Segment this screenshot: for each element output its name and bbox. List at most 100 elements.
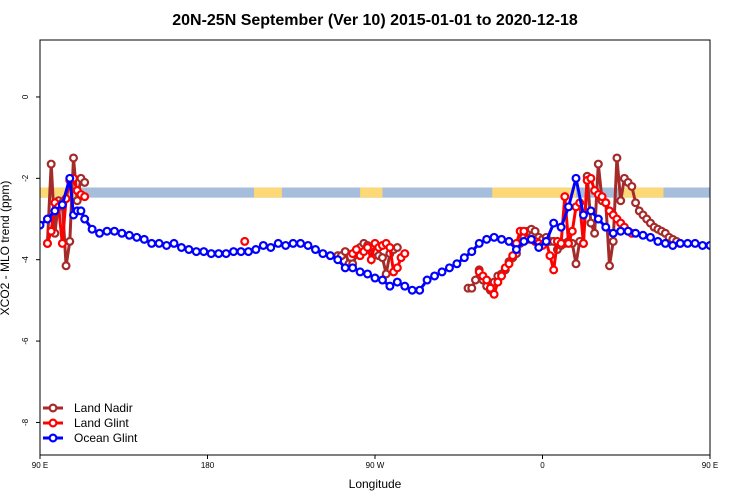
data-point: [325, 251, 335, 261]
data-point: [534, 243, 544, 253]
y-tick-label: 0: [21, 94, 30, 99]
legend-marker: [48, 418, 58, 428]
data-point: [545, 251, 555, 261]
data-point: [355, 267, 365, 277]
data-point: [508, 251, 518, 261]
data-point: [519, 226, 529, 236]
data-point: [243, 247, 253, 257]
data-point: [251, 245, 261, 255]
y-axis-label: XCO2 - MLO trend (ppm): [0, 181, 12, 316]
data-point: [65, 236, 75, 246]
data-point: [653, 236, 663, 246]
legend-item: Land Nadir: [43, 401, 133, 415]
data-point: [623, 226, 633, 236]
data-point: [400, 249, 410, 259]
data-point: [72, 196, 82, 206]
data-point: [109, 226, 119, 236]
data-point: [489, 289, 499, 299]
data-point: [444, 263, 454, 273]
map-band: [40, 187, 710, 198]
data-point: [169, 238, 179, 248]
data-point: [240, 236, 250, 246]
data-point: [459, 253, 469, 263]
data-point: [46, 159, 56, 169]
data-point: [422, 275, 432, 285]
data-point: [281, 240, 291, 250]
data-point: [296, 238, 306, 248]
data-point: [348, 263, 358, 273]
data-point: [564, 202, 574, 212]
data-point: [578, 238, 588, 248]
data-point: [154, 238, 164, 248]
x-tick-label: 90 W: [366, 461, 385, 470]
data-point: [288, 238, 298, 248]
data-point: [597, 192, 607, 202]
data-point: [482, 275, 492, 285]
x-axis: 90 E 180 90 W 0 90 E: [32, 455, 718, 470]
data-point: [236, 247, 246, 257]
data-point: [351, 245, 361, 255]
legend-item: Land Glint: [43, 416, 129, 430]
data-point: [668, 240, 678, 250]
x-tick-label: 180: [201, 461, 215, 470]
data-point: [467, 247, 477, 257]
data-point: [675, 238, 685, 248]
data-point: [608, 236, 618, 246]
land-strip: [40, 187, 81, 198]
data-point: [400, 281, 410, 291]
data-point: [571, 173, 581, 183]
data-point: [87, 224, 97, 234]
data-point: [493, 277, 503, 287]
data-point: [258, 240, 268, 250]
data-point: [80, 177, 90, 187]
data-point: [482, 234, 492, 244]
data-point: [489, 232, 499, 242]
data-point: [590, 228, 600, 238]
data-point: [638, 230, 648, 240]
data-point: [139, 234, 149, 244]
land-strip: [622, 187, 664, 198]
data-point: [593, 159, 603, 169]
data-point: [627, 181, 637, 191]
data-point: [363, 269, 373, 279]
data-point: [392, 277, 402, 287]
data-point: [117, 228, 127, 238]
data-point: [363, 243, 373, 253]
data-point: [690, 238, 700, 248]
data-point: [80, 192, 90, 202]
data-point: [68, 153, 78, 163]
x-tick-label: 90 E: [702, 461, 718, 470]
data-point: [273, 238, 283, 248]
data-point: [377, 253, 387, 263]
data-point: [616, 226, 626, 236]
data-point: [467, 283, 477, 293]
data-point: [564, 238, 574, 248]
data-point: [40, 220, 45, 230]
data-point: [132, 232, 142, 242]
data-point: [42, 214, 52, 224]
data-point: [612, 153, 622, 163]
land-strip: [360, 187, 383, 198]
data-point: [385, 281, 395, 291]
land-strip: [492, 187, 576, 198]
data-point: [567, 226, 577, 236]
data-point: [452, 259, 462, 269]
legend-label: Land Nadir: [74, 401, 133, 415]
data-point: [586, 173, 596, 183]
land-strip: [254, 187, 282, 198]
data-point: [616, 196, 626, 206]
data-point: [556, 222, 566, 232]
data-point: [471, 275, 481, 285]
data-point: [474, 238, 484, 248]
data-point: [381, 269, 391, 279]
data-point: [184, 245, 194, 255]
data-point: [377, 275, 387, 285]
data-point: [340, 263, 350, 273]
legend-marker: [48, 403, 58, 413]
data-point: [586, 206, 596, 216]
data-point: [76, 206, 86, 216]
data-point: [147, 238, 157, 248]
y-tick-label: -4: [21, 256, 30, 264]
data-point: [407, 285, 417, 295]
